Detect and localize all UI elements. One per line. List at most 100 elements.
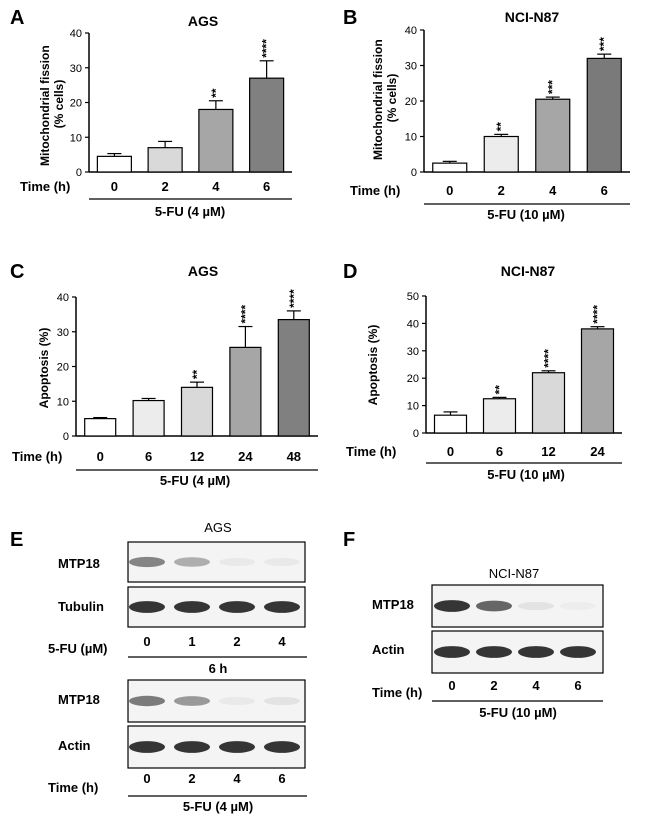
- blot-band: [219, 741, 255, 753]
- y-axis-label: Apoptosis (%): [366, 325, 380, 406]
- panel-letter-b: B: [343, 7, 357, 29]
- y-tick-label: 0: [413, 428, 419, 440]
- chart-c: AGS Apoptosis (%) Time (h) 5-FU (4 µM): [12, 263, 318, 488]
- y-axis-label-line2: (% cells): [385, 74, 399, 123]
- chart-c-plot: 0 10 20 30 40 0 6 ** 12 **** 24 **** 48: [57, 289, 318, 464]
- significance-label: **: [494, 122, 508, 132]
- y-tick-label: 30: [70, 63, 82, 75]
- blot-axis-label: Time (h): [372, 685, 422, 700]
- significance-label: ****: [287, 289, 301, 308]
- blot-band: [476, 646, 512, 658]
- y-tick-label: 40: [57, 292, 69, 304]
- significance-label: **: [493, 385, 507, 395]
- blot-row-label: MTP18: [58, 692, 100, 707]
- bar: [229, 346, 262, 437]
- bar: [482, 398, 517, 434]
- bar: [249, 77, 285, 173]
- y-tick-label: 20: [70, 98, 82, 110]
- x-tick-label: 12: [541, 444, 555, 459]
- x-tick-label: 6: [263, 179, 270, 194]
- panel-letter-c: C: [10, 261, 24, 283]
- blot-band: [129, 695, 165, 707]
- significance-label: ****: [260, 39, 274, 58]
- chart-title: NCI-N87: [505, 9, 560, 25]
- blot-band: [174, 601, 210, 613]
- chart-title: AGS: [188, 263, 218, 279]
- x-axis-label: Time (h): [346, 444, 396, 459]
- blot-e-bottom-actin: [127, 725, 306, 769]
- significance-label: **: [209, 88, 223, 98]
- chart-b-plot: 0 10 20 30 40 0 ** 2 *** 4 *** 6: [405, 25, 630, 198]
- y-tick-label: 0: [411, 167, 417, 179]
- chart-a: AGS Mitochondrial fission (% cells) Time…: [20, 13, 292, 219]
- bar: [198, 108, 234, 173]
- x-tick-label: 24: [590, 444, 605, 459]
- blot-axis-label: Time (h): [48, 780, 98, 795]
- bar: [277, 318, 310, 437]
- significance-label: ****: [238, 305, 252, 324]
- bar: [180, 386, 214, 437]
- blot-band: [518, 601, 554, 611]
- x-tick-label: 12: [190, 449, 204, 464]
- blot-band: [174, 741, 210, 753]
- blot-band: [518, 646, 554, 658]
- blot-band: [560, 646, 596, 658]
- blot-band: [129, 556, 165, 568]
- bar: [132, 399, 165, 437]
- blot-lane-label: 4: [233, 771, 241, 786]
- blot-lane-label: 6: [278, 771, 285, 786]
- significance-label: ****: [542, 349, 556, 368]
- blot-lane-label: 2: [490, 678, 497, 693]
- y-tick-label: 10: [70, 132, 82, 144]
- blot-band: [219, 557, 255, 567]
- panel-letter-f: F: [343, 529, 355, 551]
- treatment-label: 5-FU (4 µM): [160, 473, 230, 488]
- y-tick-label: 10: [57, 396, 69, 408]
- y-axis-label: Apoptosis (%): [37, 328, 51, 409]
- y-tick-label: 20: [407, 373, 419, 385]
- chart-title: AGS: [188, 13, 218, 29]
- y-tick-label: 30: [407, 346, 419, 358]
- x-tick-label: 6: [496, 444, 503, 459]
- y-tick-label: 40: [405, 25, 417, 37]
- bar: [531, 372, 566, 434]
- blot-band: [219, 696, 255, 706]
- x-axis-label: Time (h): [350, 183, 400, 198]
- y-tick-label: 20: [405, 96, 417, 108]
- x-tick-label: 0: [111, 179, 118, 194]
- bar: [580, 328, 615, 434]
- blot-band: [264, 696, 300, 706]
- blot-band: [434, 646, 470, 658]
- y-axis-label-line1: Mitochondrial fission: [371, 39, 385, 160]
- blot-lane-label: 2: [233, 634, 240, 649]
- bar: [535, 98, 571, 173]
- chart-title: NCI-N87: [501, 263, 556, 279]
- y-tick-label: 40: [70, 28, 82, 40]
- blot-band: [264, 741, 300, 753]
- blot-e-bottom-mtp18: [127, 679, 306, 723]
- blot-title: AGS: [204, 520, 232, 535]
- blot-lane-label: 0: [448, 678, 455, 693]
- chart-b: NCI-N87 Mitochondrial fission (% cells) …: [350, 9, 630, 222]
- y-tick-label: 10: [405, 132, 417, 144]
- blot-title: NCI-N87: [489, 566, 540, 581]
- blot-e-top-mtp18: [127, 541, 306, 583]
- significance-label: **: [190, 369, 204, 379]
- blot-f-actin: [431, 630, 604, 674]
- bar: [433, 414, 468, 434]
- blot-f-mtp18: [431, 584, 604, 628]
- bar: [147, 147, 183, 173]
- bar: [96, 155, 132, 173]
- panel-letter-e: E: [10, 529, 23, 551]
- y-tick-label: 10: [407, 401, 419, 413]
- y-tick-label: 0: [76, 167, 82, 179]
- blot-axis-label: 5-FU (µM): [48, 641, 107, 656]
- blot-band: [174, 557, 210, 567]
- y-axis-label-line2: (% cells): [52, 80, 66, 129]
- blot-band: [560, 602, 596, 610]
- y-axis-label-line1: Mitochondrial fission: [38, 45, 52, 166]
- y-tick-label: 30: [57, 327, 69, 339]
- significance-label: ***: [546, 80, 560, 94]
- blot-e-top-tubulin: [127, 586, 306, 628]
- panel-letter-d: D: [343, 261, 357, 283]
